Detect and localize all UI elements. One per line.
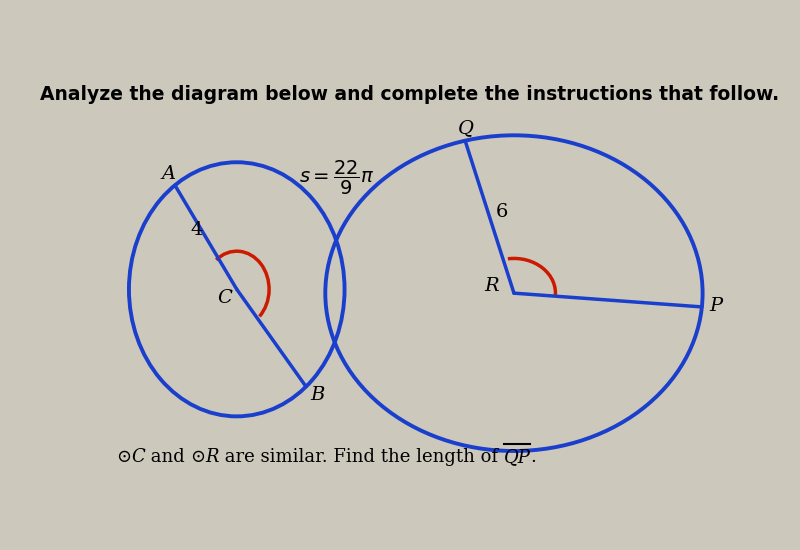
Text: and: and xyxy=(145,448,190,466)
Text: A: A xyxy=(161,165,175,183)
Text: $s=\dfrac{22}{9}\pi$: $s=\dfrac{22}{9}\pi$ xyxy=(299,158,374,197)
Text: C: C xyxy=(218,289,232,307)
Text: B: B xyxy=(310,387,325,404)
Text: ⊙: ⊙ xyxy=(116,448,131,466)
Text: ⊙: ⊙ xyxy=(190,448,206,466)
Text: .: . xyxy=(530,448,536,466)
Text: QP: QP xyxy=(504,448,530,466)
Text: Q: Q xyxy=(458,119,474,137)
Text: 6: 6 xyxy=(496,203,508,221)
Text: P: P xyxy=(710,297,722,315)
Text: R: R xyxy=(485,277,499,295)
Text: C: C xyxy=(131,448,145,466)
Text: Analyze the diagram below and complete the instructions that follow.: Analyze the diagram below and complete t… xyxy=(41,85,779,104)
Text: R: R xyxy=(206,448,219,466)
Text: are similar. Find the length of: are similar. Find the length of xyxy=(219,448,504,466)
Text: 4: 4 xyxy=(190,221,203,239)
